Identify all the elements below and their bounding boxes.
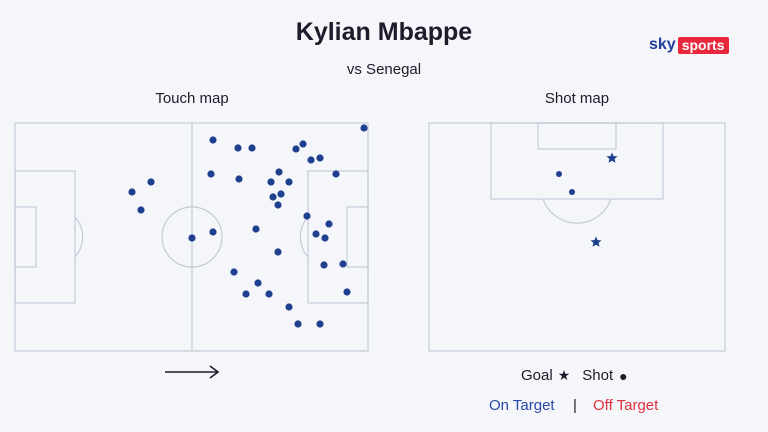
legend-goal-label: Goal	[521, 367, 553, 384]
touch-dot	[321, 234, 329, 242]
touch-dot	[285, 178, 293, 186]
logo-sports-text: sports	[677, 36, 729, 54]
touch-dot	[307, 156, 315, 164]
shot-dot	[569, 189, 575, 195]
touch-dot	[285, 303, 293, 311]
touch-dot	[339, 260, 347, 268]
touch-dot	[312, 230, 320, 238]
touch-dot	[248, 144, 256, 152]
touch-dot	[188, 234, 196, 242]
centre-circle	[161, 206, 223, 268]
touch-dot	[209, 136, 217, 144]
left-penalty-arc	[74, 216, 84, 258]
page-subtitle: vs Senegal	[346, 61, 422, 78]
touch-map-label: Touch map	[155, 90, 229, 107]
legend-shot-label: Shot	[582, 367, 614, 384]
touch-dot	[128, 188, 136, 196]
touch-dots	[128, 124, 368, 328]
page-title: Kylian Mbappe	[295, 18, 473, 46]
shot-penalty-arc	[542, 198, 612, 224]
touch-dot	[303, 212, 311, 220]
touch-dot	[294, 320, 302, 328]
right-penalty-arc	[299, 216, 309, 258]
shot-six-yard-box	[537, 122, 617, 150]
touch-dot	[316, 154, 324, 162]
sky-sports-logo: sky sports	[649, 36, 729, 54]
dot-icon: ●	[619, 367, 628, 384]
shot-dot	[556, 171, 562, 177]
touch-dot	[343, 288, 351, 296]
touch-dot	[320, 261, 328, 269]
goal-star	[590, 236, 602, 247]
touch-dot	[209, 228, 217, 236]
touch-dot	[147, 178, 155, 186]
touch-dot	[360, 124, 368, 132]
touch-dot	[234, 144, 242, 152]
right-six-yard-box	[346, 206, 369, 268]
touch-dot	[265, 290, 273, 298]
touch-dot	[275, 168, 283, 176]
attack-direction-arrow	[165, 365, 220, 379]
legend-off-target: Off Target	[593, 397, 659, 414]
legend-separator: |	[573, 397, 577, 414]
shot-legend: Goal ★ Shot ●	[521, 367, 628, 384]
shot-map-label: Shot map	[544, 90, 610, 107]
touch-dot	[207, 170, 215, 178]
touch-dot	[230, 268, 238, 276]
goal-star	[606, 152, 618, 163]
touch-dot	[292, 145, 300, 153]
touch-dot	[242, 290, 250, 298]
touch-dot	[325, 220, 333, 228]
touch-dot	[332, 170, 340, 178]
touch-dot	[274, 201, 282, 209]
legend-on-target: On Target	[489, 397, 555, 414]
touch-dot	[267, 178, 275, 186]
touch-dot	[137, 206, 145, 214]
touch-dot	[274, 248, 282, 256]
shot-penalty-box	[490, 122, 664, 200]
shot-markers	[556, 152, 618, 247]
touch-dot	[277, 190, 285, 198]
touch-dot	[235, 175, 243, 183]
touch-dot	[254, 279, 262, 287]
star-icon: ★	[557, 367, 571, 383]
left-penalty-box	[14, 170, 76, 304]
touch-dot	[269, 193, 277, 201]
touch-dot	[316, 320, 324, 328]
left-six-yard-box	[14, 206, 37, 268]
touch-dot	[299, 140, 307, 148]
shot-pitch-outline	[428, 122, 726, 352]
touch-dot	[252, 225, 260, 233]
logo-sky-text: sky	[649, 36, 676, 53]
